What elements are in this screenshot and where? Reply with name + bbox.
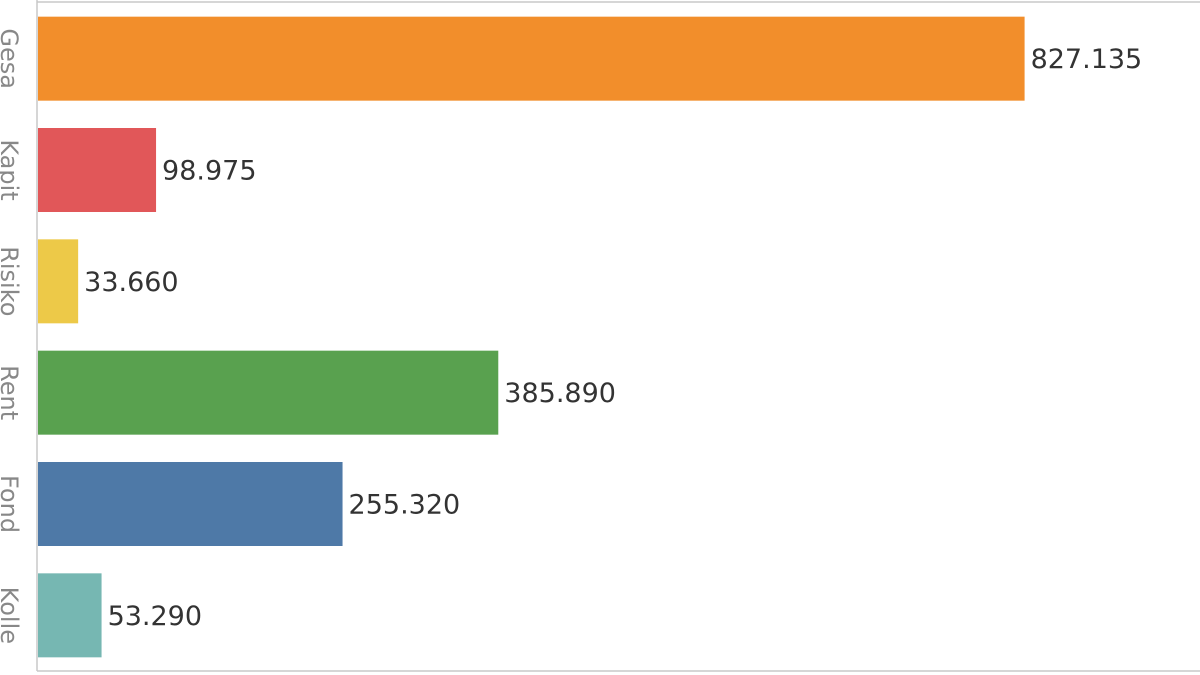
value-label: 385.890 — [504, 378, 616, 409]
bar — [38, 239, 79, 324]
bar — [38, 128, 157, 212]
value-label: 827.135 — [1031, 44, 1143, 75]
bar — [38, 16, 1025, 101]
category-label: Fond — [0, 475, 23, 533]
value-label: 33.660 — [84, 267, 178, 298]
category-label: Kolle — [0, 587, 23, 644]
value-label: 98.975 — [162, 156, 256, 187]
bar — [38, 462, 343, 546]
category-label: Rent — [0, 365, 23, 420]
value-label: 53.290 — [108, 601, 202, 632]
bar — [38, 350, 499, 435]
value-label: 255.320 — [349, 490, 461, 521]
category-label: Risiko — [0, 246, 23, 316]
category-label: Gesa — [0, 28, 23, 89]
bar — [38, 573, 102, 658]
category-label: Kapit — [0, 139, 23, 200]
